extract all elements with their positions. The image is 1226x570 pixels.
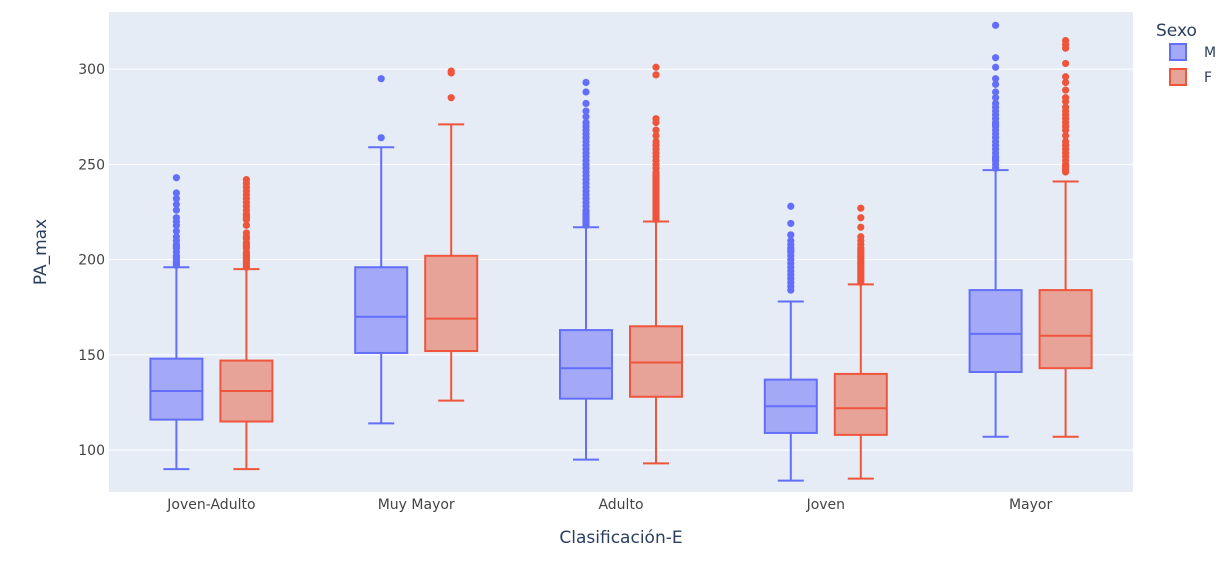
outlier-point: [857, 223, 865, 231]
outlier-point: [1062, 94, 1070, 102]
box-F-Mayor: [1038, 36, 1093, 438]
iqr-box: [354, 266, 409, 354]
outlier-point: [377, 75, 385, 83]
y-gridlines: [109, 68, 1133, 451]
x-tick-label: Adulto: [598, 497, 643, 513]
outlier-point: [242, 176, 250, 184]
outlier-point: [992, 75, 1000, 83]
outlier-point: [172, 206, 180, 214]
outlier-point: [1062, 86, 1070, 94]
x-tick-label: Muy Mayor: [378, 497, 455, 513]
box-F-Joven: [833, 204, 888, 480]
outlier-point: [992, 88, 1000, 96]
box-M-Joven: [763, 202, 818, 482]
outlier-point: [172, 189, 180, 197]
outlier-point: [652, 63, 660, 71]
outlier-point: [857, 214, 865, 222]
outlier-point: [242, 229, 250, 237]
box-M-Muy Mayor: [354, 75, 409, 425]
x-tick-label: Joven-Adulto: [166, 497, 255, 513]
legend-label-M: M: [1204, 45, 1216, 61]
box-F-Joven-Adulto: [219, 176, 274, 471]
iqr-box: [833, 372, 888, 436]
outlier-point: [652, 126, 660, 134]
outlier-point: [582, 113, 590, 121]
iqr-box: [1038, 289, 1093, 370]
box-series: [149, 21, 1093, 482]
outlier-point: [1062, 73, 1070, 81]
outlier-point: [992, 80, 1000, 88]
y-tick-label: 200: [78, 253, 105, 269]
outlier-point: [787, 219, 795, 228]
outlier-point: [787, 231, 795, 239]
plot-background: [109, 12, 1133, 492]
outlier-point: [1062, 137, 1070, 146]
legend-swatch-F: [1169, 68, 1187, 86]
legend: MF: [1169, 43, 1216, 86]
y-axis-title: PA_max: [31, 219, 51, 285]
legend-label-F: F: [1204, 70, 1212, 86]
outlier-point: [582, 88, 590, 96]
outlier-point: [1062, 36, 1070, 45]
outlier-point: [787, 236, 795, 245]
outlier-point: [582, 107, 590, 115]
outlier-point: [172, 174, 180, 182]
iqr-box: [559, 329, 613, 400]
outlier-point: [172, 200, 180, 208]
outlier-point: [172, 227, 180, 235]
outlier-point: [447, 67, 455, 75]
outlier-point: [652, 132, 660, 140]
iqr-box: [149, 357, 204, 421]
outlier-point: [992, 21, 1000, 29]
iqr-box: [968, 289, 1023, 374]
outlier-point: [377, 134, 385, 142]
y-tick-label: 300: [78, 62, 105, 78]
box-F-Adulto: [629, 63, 683, 465]
outlier-point: [992, 94, 1000, 102]
outlier-point: [1062, 132, 1070, 140]
box-M-Adulto: [559, 78, 613, 461]
outlier-point: [787, 202, 795, 210]
outlier-point: [992, 99, 1000, 108]
outlier-point: [1062, 103, 1070, 111]
x-tick-labels: Joven-Adulto Muy Mayor Adulto Joven Mayor: [166, 497, 1052, 513]
outlier-point: [1062, 78, 1070, 87]
outlier-point: [992, 54, 1000, 62]
outlier-point: [172, 195, 180, 203]
box-M-Joven-Adulto: [149, 174, 204, 471]
box-M-Mayor: [968, 21, 1023, 438]
legend-title: Sexo: [1156, 21, 1197, 41]
y-tick-labels: 100 150 200 250 300: [78, 62, 105, 459]
outlier-point: [582, 118, 590, 127]
outlier-point: [652, 71, 660, 79]
outlier-point: [992, 63, 1000, 71]
outlier-point: [447, 94, 455, 102]
outlier-point: [652, 115, 660, 123]
y-tick-label: 150: [78, 348, 105, 364]
outlier-point: [1062, 59, 1070, 68]
outlier-point: [242, 221, 250, 229]
y-tick-label: 100: [78, 443, 105, 459]
outlier-point: [857, 204, 865, 212]
y-tick-label: 250: [78, 157, 105, 173]
outlier-point: [172, 214, 180, 222]
outlier-point: [652, 137, 660, 146]
legend-swatch-M: [1169, 43, 1187, 61]
outlier-point: [582, 99, 590, 108]
x-axis-title: Clasificación-E: [559, 528, 682, 548]
outlier-point: [172, 233, 180, 241]
outlier-point: [857, 233, 865, 241]
box-F-Muy Mayor: [424, 67, 479, 402]
x-tick-label: Mayor: [1009, 497, 1053, 513]
x-tick-label: Joven: [806, 497, 845, 513]
outlier-point: [582, 78, 590, 87]
iqr-box: [424, 254, 479, 353]
